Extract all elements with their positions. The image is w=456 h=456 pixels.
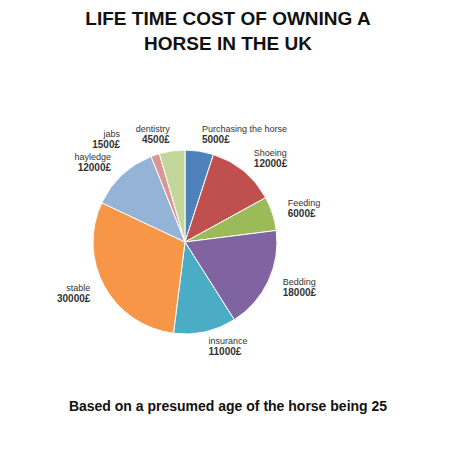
html-text:Based on a presumed age of the: Based on a presumed age of the horse bei… <box>68 398 388 414</box>
svg-text:Feeding6000£: Feeding6000£ <box>288 198 321 219</box>
svg-text:jabs1500£: jabs1500£ <box>92 129 120 150</box>
svg-text:Bedding18000£: Bedding18000£ <box>283 277 317 298</box>
svg-text:insurance11000£: insurance11000£ <box>209 336 248 357</box>
svg-text:hayledge12000£: hayledge12000£ <box>75 152 112 173</box>
svg-text:Purchasing the horse5000£: Purchasing the horse5000£ <box>202 124 287 145</box>
svg-text:Shoeing12000£: Shoeing12000£ <box>254 148 288 169</box>
svg-text:stable30000£: stable30000£ <box>57 283 91 304</box>
svg-text:dentistry4500£: dentistry4500£ <box>136 124 171 145</box>
html-text:LIFE TIME COST OF OWNING A HOR: LIFE TIME COST OF OWNING A HORSE IN THE … <box>85 8 371 54</box>
